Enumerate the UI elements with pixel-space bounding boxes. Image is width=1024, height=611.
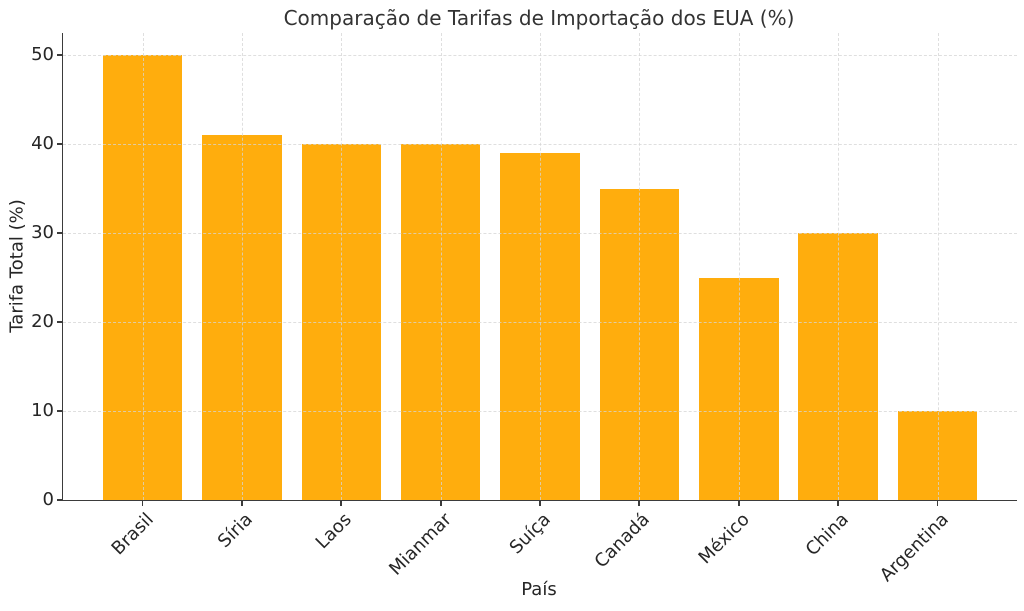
x-tick-5 [638,500,641,506]
x-tick-label-1: Síria [213,509,257,553]
bar-8 [897,411,978,500]
x-tick-8 [936,500,939,506]
bar-0 [102,55,183,500]
chart-title: Comparação de Tarifas de Importação dos … [283,6,795,30]
x-tick-label-2: Laos [311,509,357,554]
y-tick-label-40: 40 [31,133,54,155]
x-tick-6 [737,500,740,506]
y-tick-20 [57,321,63,323]
bar-5 [599,188,680,500]
x-tick-2 [340,500,343,506]
y-tick-label-30: 30 [31,222,54,244]
y-tick-0 [57,499,63,501]
y-tick-label-0: 0 [42,489,54,510]
x-tick-label-5: Canadá [590,509,655,573]
x-axis-label: País [521,579,557,600]
x-tick-4 [539,500,541,506]
y-tick-label-10: 10 [31,400,54,422]
bar-7 [798,233,878,500]
y-tick-label-50: 50 [31,44,54,66]
bar-6 [699,277,779,500]
bar-3 [400,144,481,500]
y-tick-30 [57,232,63,235]
x-tick-label-8: Argentina [875,509,953,586]
x-tick-1 [240,500,243,506]
y-tick-40 [57,143,63,146]
x-tick-label-0: Brasil [107,509,158,560]
bars-layer [63,33,1017,500]
x-tick-label-3: Mianmar [384,509,456,580]
y-tick-10 [57,410,63,412]
plot-area: 0 10 20 30 40 50 Brasil Síria Laos Mianmar Suíça Ca… [31,33,1017,586]
x-tick-label-6: México [694,509,754,569]
x-tick-7 [837,500,840,506]
x-tick-3 [439,500,442,506]
bar-2 [301,144,381,500]
y-axis-label: Tarifa Total (%) [6,199,28,333]
bar-4 [500,153,580,500]
y-tick-50 [57,54,63,57]
y-tick-label-20: 20 [31,311,54,333]
x-tick-0 [141,500,144,506]
x-tick-label-4: Suíça [505,509,555,559]
bar-1 [202,135,282,500]
x-tick-label-7: China [801,509,853,561]
